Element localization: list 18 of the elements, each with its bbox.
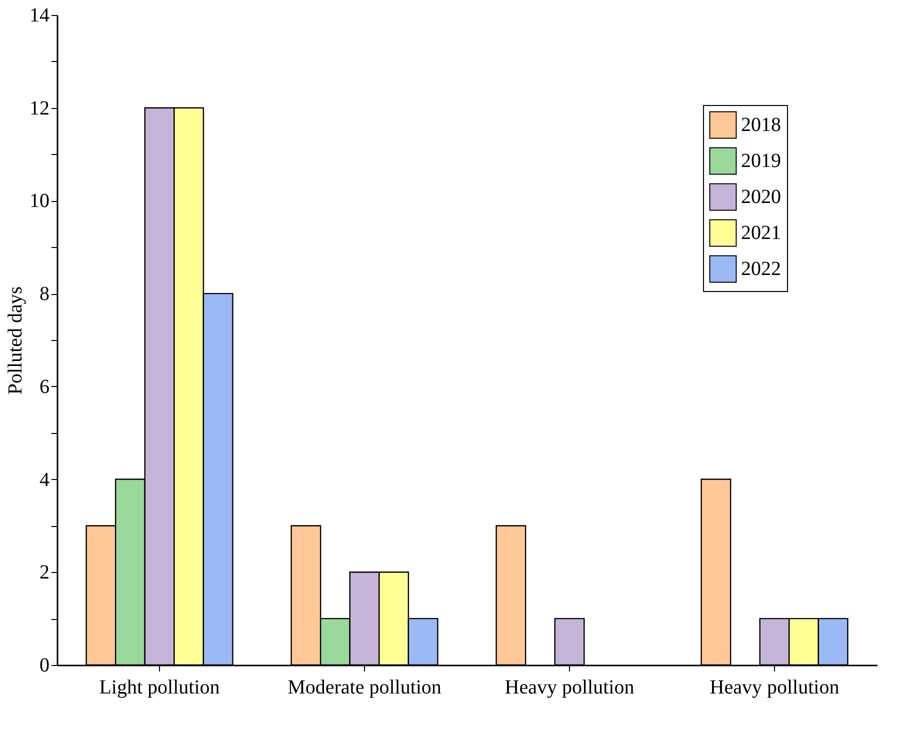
y-tick-label: 6 (40, 376, 50, 398)
y-tick-label: 2 (40, 562, 50, 584)
y-tick-label: 8 (40, 283, 50, 306)
legend-label: 2019 (741, 150, 781, 172)
y-tick-label: 12 (30, 97, 50, 120)
legend-label: 2021 (741, 222, 781, 244)
x-tick-label: Light pollution (99, 676, 220, 698)
y-tick-label: 14 (30, 4, 50, 26)
y-tick-label: 4 (40, 468, 50, 491)
x-tick-label: Heavy pollution (504, 676, 634, 698)
legend-label: 2020 (741, 186, 781, 208)
legend-label: 2018 (741, 114, 781, 136)
legend-label: 2022 (741, 258, 781, 280)
x-tick-label: Moderate pollution (288, 676, 442, 698)
y-tick-label: 0 (40, 654, 50, 676)
x-tick-label: Heavy pollution (710, 676, 840, 698)
y-axis-title: Polluted days (4, 286, 26, 395)
y-tick-label: 10 (30, 190, 50, 212)
